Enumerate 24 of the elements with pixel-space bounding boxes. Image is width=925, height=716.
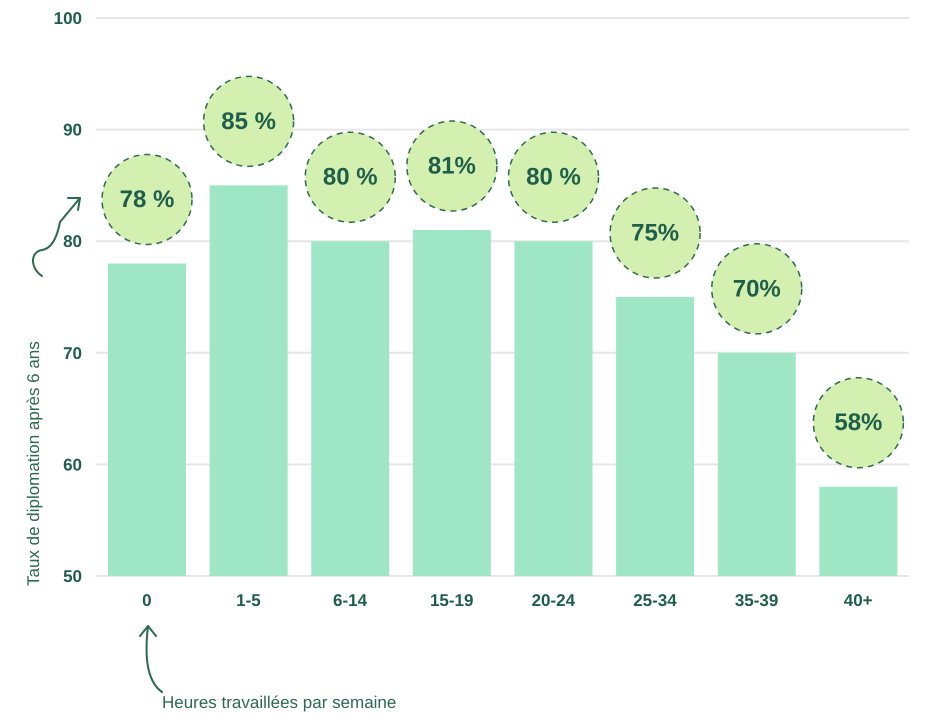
x-tick-label: 20-24 [532, 591, 576, 610]
data-label: 80 % [526, 164, 581, 191]
y-tick-label: 90 [63, 120, 82, 140]
x-axis-title: Heures travaillées par semaine [162, 693, 396, 713]
data-label: 80 % [322, 164, 378, 191]
data-label: 70% [732, 275, 781, 302]
x-tick-label: 0 [142, 591, 152, 610]
x-tick-label: 1-5 [236, 591, 261, 610]
x-tick-label: 35-39 [734, 591, 778, 610]
y-tick-label: 60 [63, 455, 82, 474]
data-label: 78 % [120, 186, 174, 214]
y-tick-label: 50 [63, 567, 82, 586]
data-label: 81% [428, 152, 476, 180]
data-label: 85 % [221, 108, 276, 135]
y-tick-label: 70 [63, 344, 82, 363]
y-tick-label: 100 [54, 9, 82, 28]
x-tick-label: 15-19 [430, 591, 474, 610]
x-tick-label: 40+ [844, 591, 873, 610]
x-tick-label: 25-34 [633, 591, 678, 610]
y-tick-label: 80 [63, 232, 82, 252]
x-tick-label: 6-14 [333, 591, 368, 610]
data-label: 75% [631, 220, 680, 246]
data-label: 58% [834, 409, 882, 436]
y-axis-title: Taux de diplomation après 6 ans [24, 341, 44, 586]
